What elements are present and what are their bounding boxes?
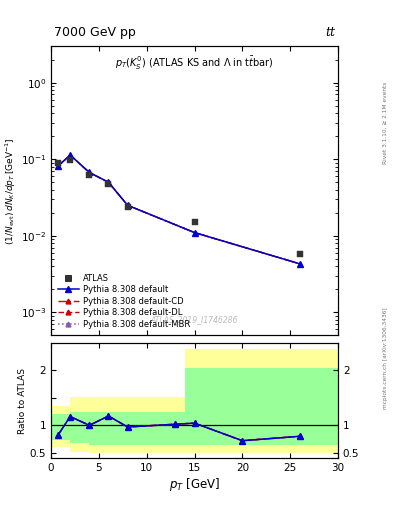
Text: $p_T(K^0_S)$ (ATLAS KS and $\Lambda$ in t$\bar{t}$bar): $p_T(K^0_S)$ (ATLAS KS and $\Lambda$ in … [115,55,274,72]
Text: tt: tt [325,26,335,39]
Text: ATLAS_2019_I1746286: ATLAS_2019_I1746286 [151,315,238,324]
Legend: ATLAS, Pythia 8.308 default, Pythia 8.308 default-CD, Pythia 8.308 default-DL, P: ATLAS, Pythia 8.308 default, Pythia 8.30… [55,271,193,331]
Text: mcplots.cern.ch [arXiv:1306.3436]: mcplots.cern.ch [arXiv:1306.3436] [383,308,388,409]
X-axis label: $p_T$ [GeV]: $p_T$ [GeV] [169,476,220,493]
Y-axis label: Ratio to ATLAS: Ratio to ATLAS [18,368,27,434]
Text: 7000 GeV pp: 7000 GeV pp [54,26,136,39]
Text: Rivet 3.1.10, ≥ 2.1M events: Rivet 3.1.10, ≥ 2.1M events [383,82,388,164]
Y-axis label: $(1/N_\mathrm{evt})\,dN_K/dp_T\,[\mathrm{GeV}^{-1}]$: $(1/N_\mathrm{evt})\,dN_K/dp_T\,[\mathrm… [4,137,18,245]
